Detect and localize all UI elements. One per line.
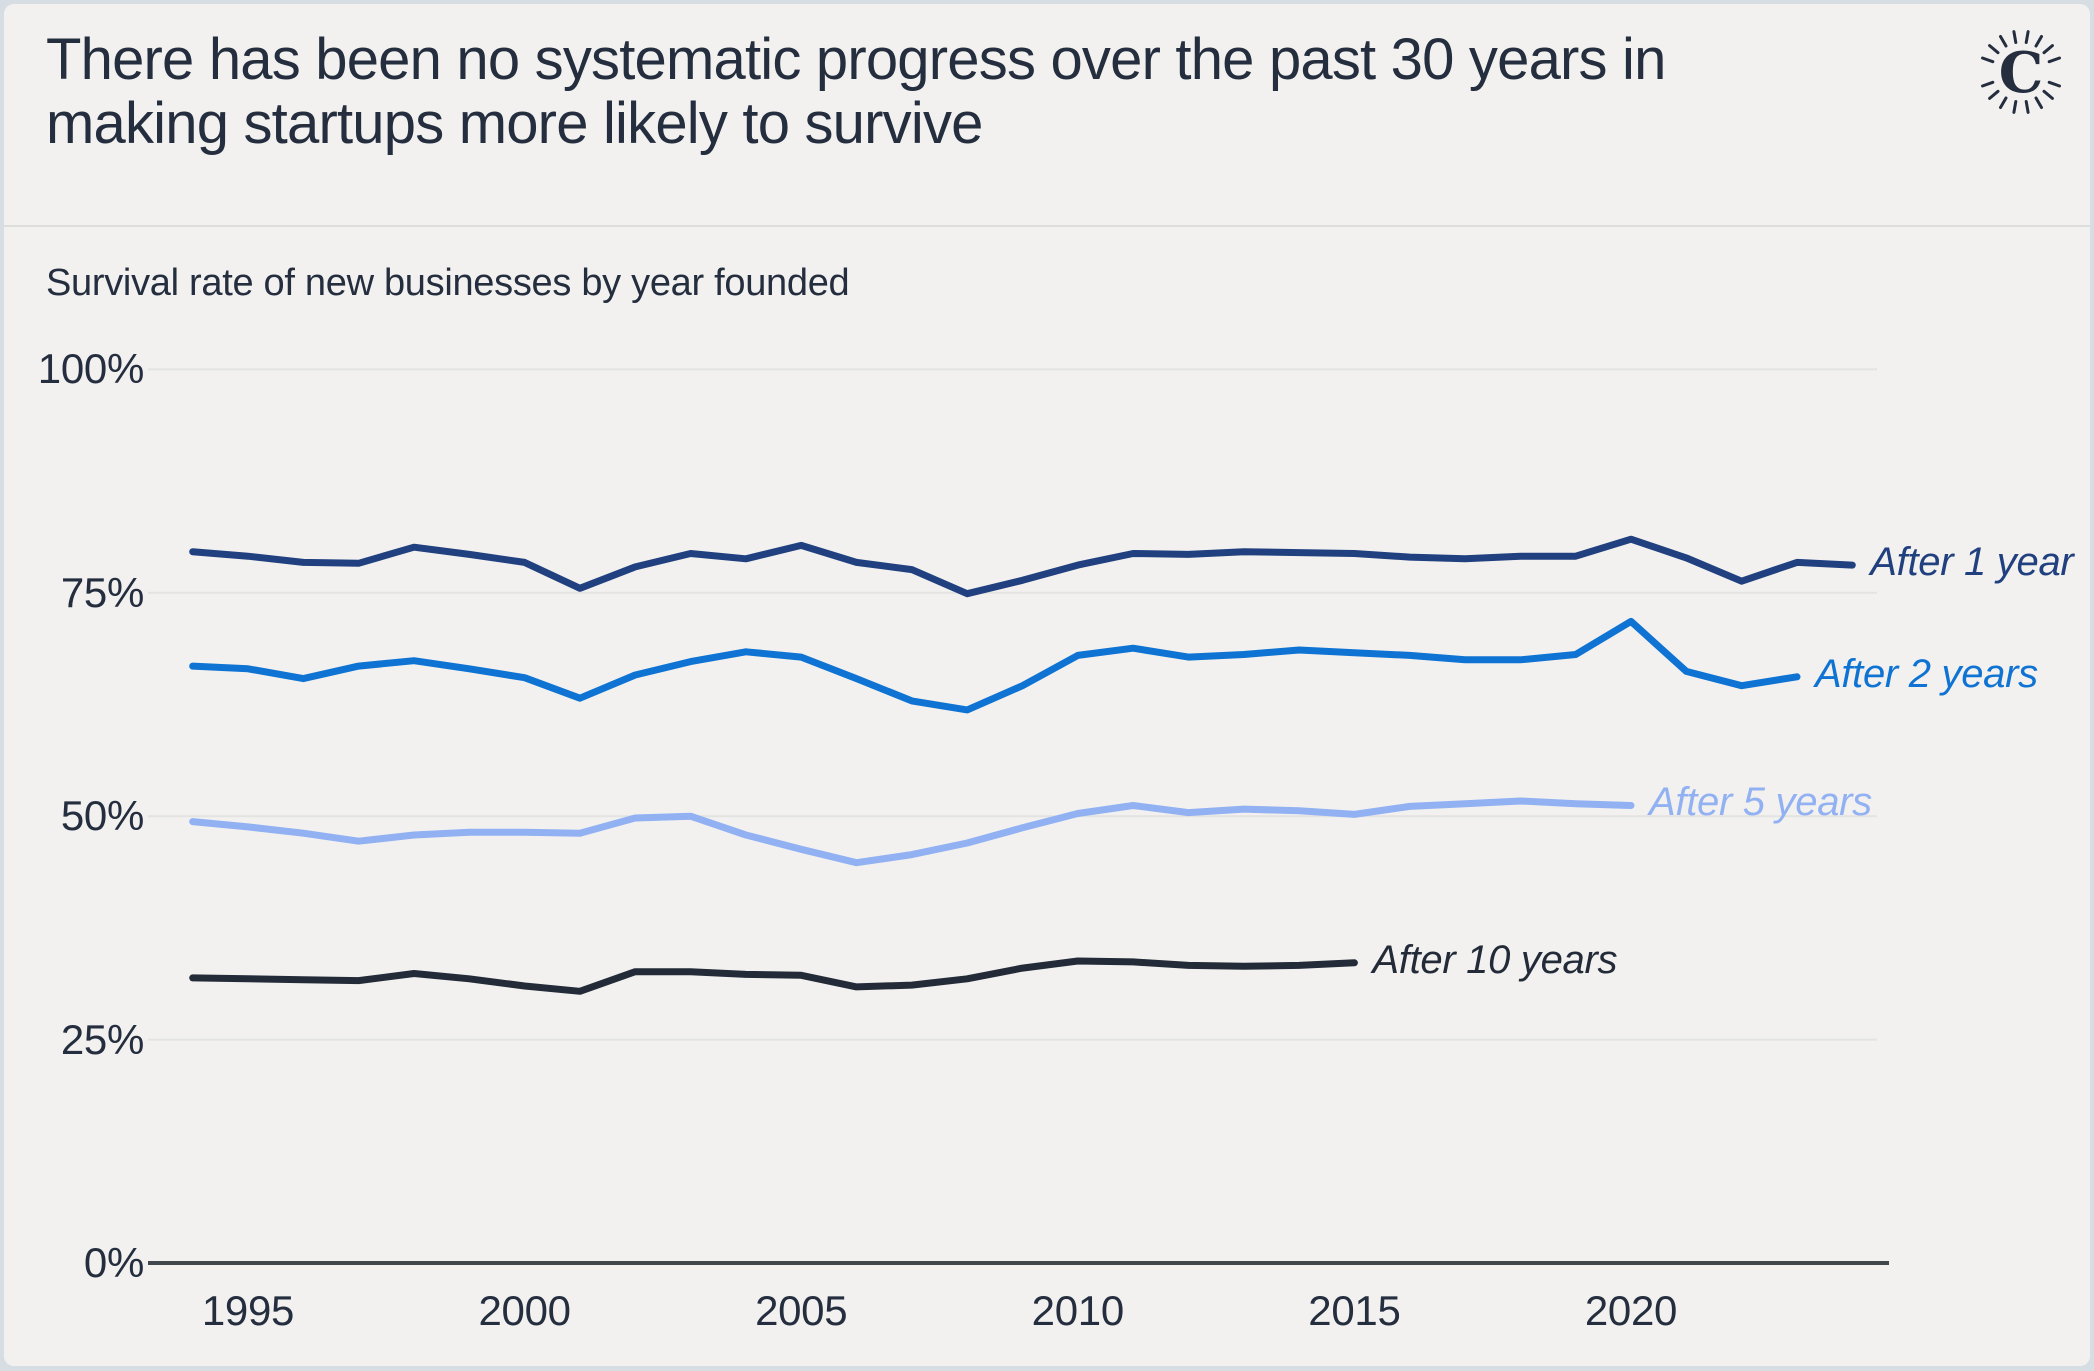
series-label-after-5-years: After 5 years [1649,780,1872,825]
x-tick-label-1995: 1995 [201,1287,295,1334]
chart-subtitle: Survival rate of new businesses by year … [46,262,850,304]
y-tick-label-0: 0% [83,1239,144,1286]
page-title-line1: There has been no systematic progress ov… [46,27,1666,92]
header-divider [4,225,2090,227]
c-sunburst-logo-icon: C [1981,30,2061,114]
y-tick-label-75: 75% [60,568,144,616]
logo-letter: C [1999,40,2044,106]
series-line-after-5-years [189,797,1635,867]
x-tick-label-2005: 2005 [755,1287,848,1334]
series-label-after-2-years: After 2 years [1814,651,2038,696]
page-title-line2: making startups more likely to survive [46,91,983,156]
y-tick-label-100: 100% [37,345,145,393]
line-chart-plot [148,368,1889,1265]
chart-card: There has been no systematic progress ov… [4,4,2090,1366]
series-label-after-10-years: After 10 years [1372,937,1618,982]
logo-rays [1981,30,2061,114]
x-tick-label-2020: 2020 [1584,1287,1678,1334]
y-tick-label-25: 25% [60,1015,144,1063]
series-label-after-1-year: After 1 year [1870,540,2074,585]
series-line-after-10-years [189,957,1358,995]
series-line-after-2-years [189,617,1801,714]
y-tick-label-50: 50% [60,792,144,840]
x-tick-label-2000: 2000 [478,1287,571,1334]
page-title: There has been no systematic progress ov… [46,28,1886,156]
x-tick-label-2015: 2015 [1308,1287,1401,1334]
x-tick-label-2010: 2010 [1031,1287,1125,1334]
series-line-after-1-year [189,535,1856,598]
